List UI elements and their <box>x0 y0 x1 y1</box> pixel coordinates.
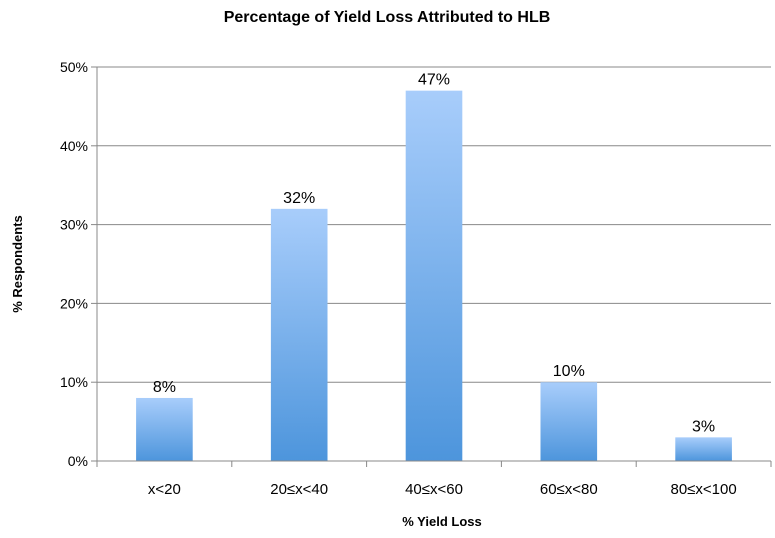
x-axis-ticks: x<20 20≤x<40 40≤x<60 60≤x<80 80≤x<100 <box>96 461 772 498</box>
bar <box>675 437 732 461</box>
data-label: 3% <box>692 418 715 435</box>
x-axis-label: % Yield Loss <box>402 514 481 529</box>
data-labels: 8% 32% 47% 10% 3% <box>153 72 715 436</box>
chart-title: Percentage of Yield Loss Attributed to H… <box>224 9 551 26</box>
bar <box>270 208 328 461</box>
y-tick-label: 0% <box>68 453 88 469</box>
data-label: 8% <box>153 379 176 396</box>
x-tick-label: 40≤x<60 <box>405 481 463 498</box>
x-tick-label: 80≤x<100 <box>670 481 736 498</box>
y-axis-ticks: 0% 10% 20% 30% 40% 50% <box>60 59 97 469</box>
bar <box>136 397 193 461</box>
x-tick-label: 20≤x<40 <box>270 481 328 498</box>
y-tick-label: 10% <box>60 374 88 390</box>
y-tick-label: 40% <box>60 138 88 154</box>
data-label: 32% <box>283 190 315 207</box>
y-tick-label: 50% <box>60 59 88 75</box>
x-tick-label: x<20 <box>148 481 181 498</box>
y-axis-label: % Respondents <box>10 215 25 313</box>
bar <box>405 90 463 461</box>
y-tick-label: 30% <box>60 217 88 233</box>
data-label: 10% <box>553 363 585 380</box>
y-tick-label: 20% <box>60 295 88 311</box>
axes <box>96 67 771 462</box>
bars <box>136 90 732 461</box>
bar <box>540 382 598 461</box>
data-label: 47% <box>418 72 450 89</box>
x-tick-label: 60≤x<80 <box>540 481 598 498</box>
